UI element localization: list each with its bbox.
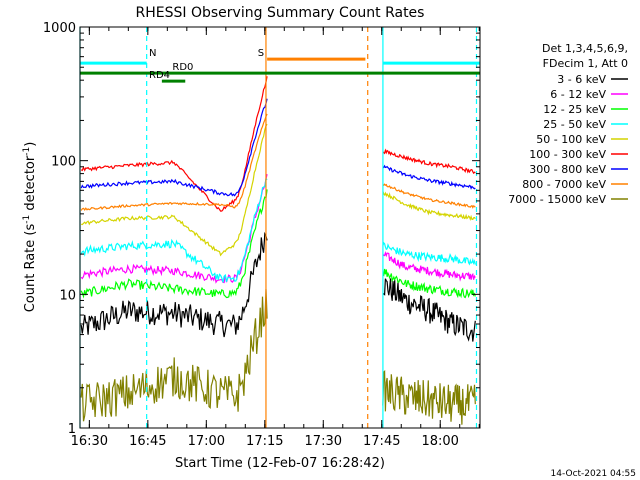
legend-label: 6 - 12 keV	[550, 88, 606, 101]
series-line-pre	[81, 123, 268, 257]
legend-header: Det 1,3,4,5,6,9,	[542, 42, 628, 55]
flag-label: N	[149, 48, 156, 59]
x-tick-label: 17:15	[246, 434, 283, 449]
legend-label: 12 - 25 keV	[543, 103, 606, 116]
series-line-post	[382, 278, 476, 342]
series-800-7000-kev	[80, 113, 476, 211]
series-line-pre	[80, 174, 268, 284]
footer-timestamp: 14-Oct-2021 04:55	[551, 469, 636, 479]
series-line-pre	[80, 177, 268, 283]
series-7000-15000-kev	[80, 288, 476, 425]
y-tick-label: 1	[68, 422, 76, 437]
series-300-800-kev	[80, 98, 476, 197]
y-axis-label: Count Rate (s-1 detector-1)	[22, 142, 38, 313]
series-line-post	[382, 148, 476, 175]
series-6-12-kev	[80, 174, 476, 284]
x-tick-label: 17:45	[363, 434, 400, 449]
series-line-pre	[80, 231, 268, 338]
legend-label: 25 - 50 keV	[543, 118, 606, 131]
series-line-pre	[80, 113, 268, 211]
x-tick-label: 17:00	[188, 434, 225, 449]
series-50-100-kev	[81, 123, 476, 257]
y-tick-label: 10	[59, 288, 76, 303]
series-line-post	[382, 268, 476, 299]
x-tick-label: 16:30	[71, 434, 108, 449]
legend-label: 100 - 300 keV	[529, 148, 606, 161]
series-line-post	[382, 164, 476, 190]
legend-label: 7000 - 15000 keV	[508, 193, 606, 206]
y-tick-label: 100	[51, 155, 76, 170]
series-3-6-kev	[80, 231, 476, 342]
x-tick-label: 17:30	[305, 434, 342, 449]
series-25-50-kev	[80, 177, 476, 283]
legend-label: 50 - 100 keV	[536, 133, 606, 146]
series-line-post	[382, 191, 476, 222]
legend: Det 1,3,4,5,6,9, FDecim 1, Att 0 3 - 6 keV…	[508, 42, 628, 206]
legend-label: 800 - 7000 keV	[522, 178, 606, 191]
series-line-pre	[80, 76, 268, 212]
legend-label: 300 - 800 keV	[529, 163, 606, 176]
y-tick-label: 1000	[43, 21, 76, 36]
plot-area	[79, 27, 478, 428]
series-line-pre	[80, 189, 268, 299]
chart-title: RHESSI Observing Summary Count Rates	[136, 5, 425, 21]
series-100-300-kev	[80, 76, 476, 212]
x-axis-label: Start Time (12-Feb-07 16:28:42)	[175, 456, 385, 471]
series-line-pre	[80, 98, 268, 197]
series-line-post	[382, 250, 476, 282]
series-line-post	[382, 183, 476, 209]
series-line-post	[382, 241, 476, 266]
flag-label: RD4	[149, 70, 170, 81]
legend-label: 3 - 6 keV	[557, 73, 606, 86]
flag-label: S	[258, 48, 264, 59]
axes: 16:30 16:45 17:00 17:15 17:30 17:45 18:00 1 10 10…	[43, 21, 481, 449]
x-tick-label: 18:00	[421, 434, 458, 449]
series-line-post	[382, 370, 476, 425]
x-tick-label: 16:45	[129, 434, 166, 449]
series-line-pre	[80, 288, 268, 422]
flag-label: RD0	[172, 62, 193, 73]
legend-header: FDecim 1, Att 0	[543, 57, 628, 70]
series-12-25-kev	[80, 189, 476, 299]
plot-frame	[79, 26, 481, 429]
